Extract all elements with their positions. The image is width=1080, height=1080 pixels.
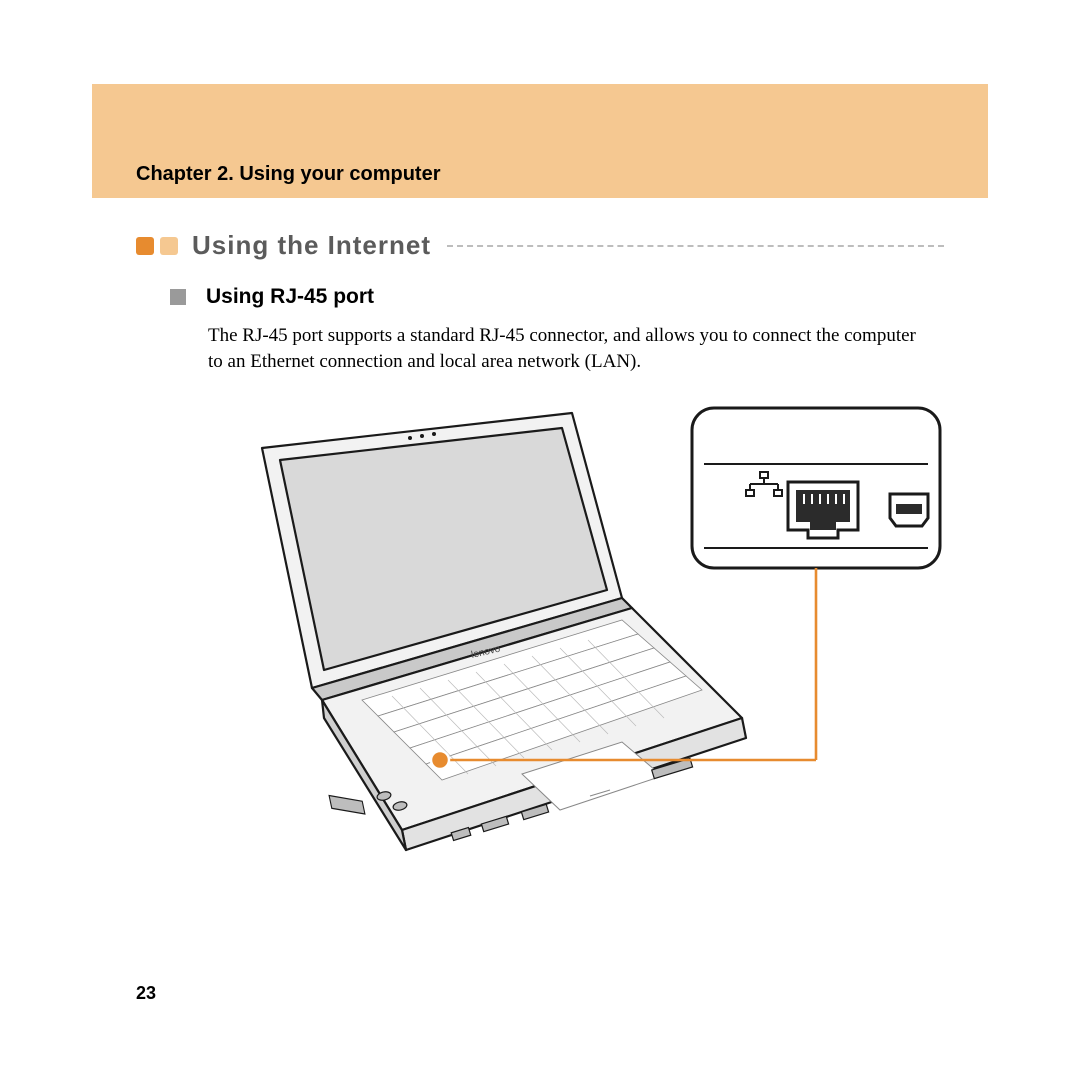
page-number: 23 [136,983,156,1004]
accent-square-light-icon [160,237,178,255]
subsection-body: The RJ-45 port supports a standard RJ-45… [208,323,928,374]
callout-dot-icon [431,751,449,769]
accent-square-dark-icon [136,237,154,255]
subsection-title: Using RJ-45 port [206,285,374,309]
section-title: Using the Internet [192,230,431,261]
dash-line-icon [447,245,944,247]
header-band: Chapter 2. Using your computer [92,84,988,198]
laptop-diagram-icon: lenovo [152,398,952,868]
subsection-row: Using RJ-45 port [170,285,988,309]
chapter-label: Chapter 2. Using your computer [136,163,441,186]
section-title-row: Using the Internet [136,230,988,261]
subsection-bullet-icon [170,289,186,305]
figure: lenovo [152,398,952,868]
